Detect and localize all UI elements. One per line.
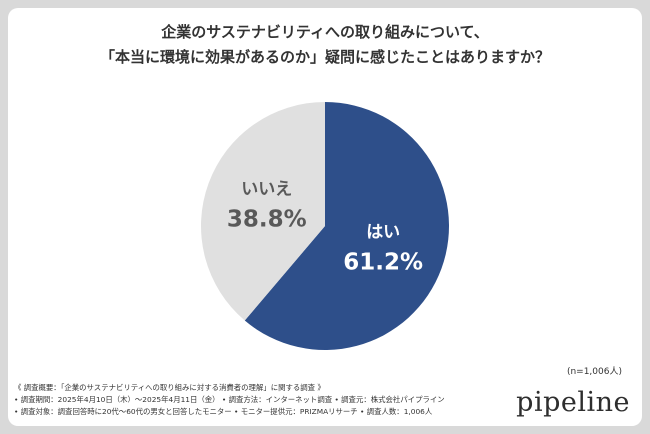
survey-summary-title: 《 調査概要：「企業のサステナビリティへの取り組みに対する消費者の理解」に関する… <box>14 383 325 392</box>
slice-label-no: いいえ <box>241 180 292 200</box>
chart-title-line-2: 「本当に環境に効果があるのか」疑問に感じたことはありますか？ <box>99 48 550 66</box>
pie-slice-no <box>201 102 325 321</box>
slice-label-yes: はい <box>366 222 400 242</box>
slice-value-no: 38.8% <box>227 207 307 233</box>
slice-value-yes: 61.2% <box>343 249 423 275</box>
survey-period-method: • 調査期間：2025年4月10日（木）〜2025年4月11日（金） • 調査方… <box>14 395 445 404</box>
pie-slice-yes <box>244 102 449 350</box>
chart-card: 企業のサステナビリティへの取り組みについて、 「本当に環境に効果があるのか」疑問… <box>8 8 642 426</box>
survey-footer: 《 調査概要：「企業のサステナビリティへの取り組みに対する消費者の理解」に関する… <box>14 382 445 418</box>
survey-target: • 調査対象：調査回答時に20代〜60代の男女と回答したモニター • モニター提… <box>14 407 433 416</box>
pipeline-logo: pipeline <box>516 387 630 418</box>
chart-title: 企業のサステナビリティへの取り組みについて、 「本当に環境に効果があるのか」疑問… <box>8 20 642 70</box>
sample-size-note: (n=1,006人) <box>566 367 622 377</box>
pie-chart: はい 61.2% いいえ 38.8% <box>201 102 449 350</box>
chart-title-line-1: 企業のサステナビリティへの取り組みについて、 <box>161 23 489 41</box>
